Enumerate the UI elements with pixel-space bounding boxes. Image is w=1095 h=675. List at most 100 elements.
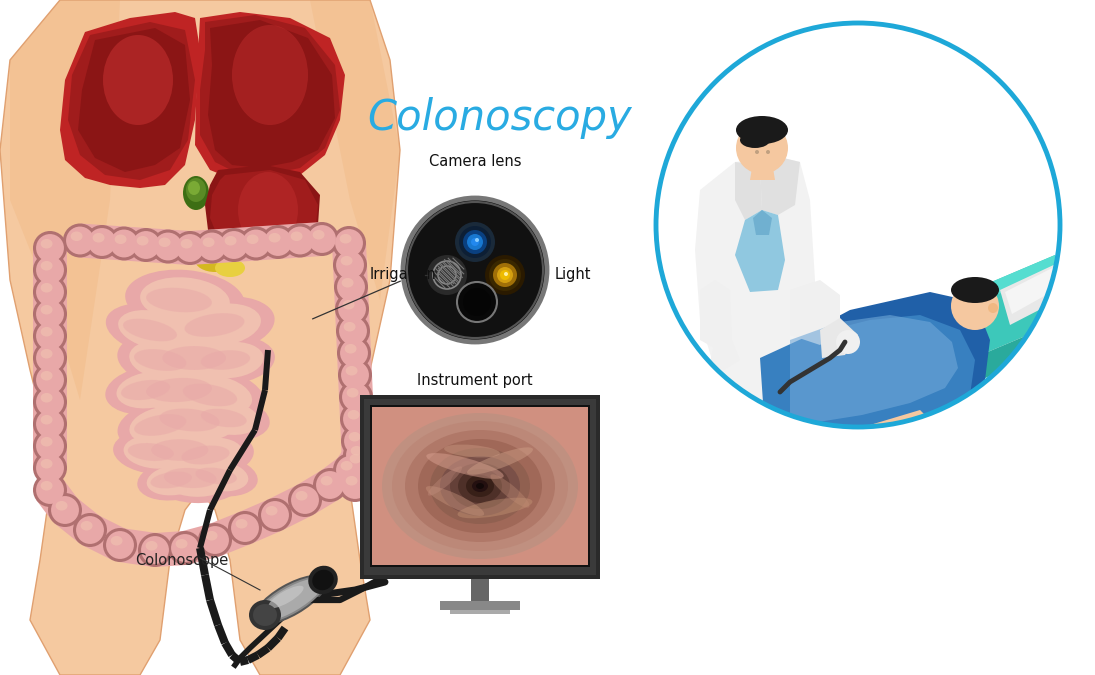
Ellipse shape — [206, 531, 218, 541]
Ellipse shape — [129, 406, 200, 445]
Ellipse shape — [950, 277, 999, 303]
Circle shape — [242, 230, 270, 257]
Polygon shape — [753, 210, 772, 235]
Ellipse shape — [71, 232, 82, 241]
Circle shape — [335, 292, 369, 326]
Polygon shape — [789, 315, 958, 422]
Circle shape — [36, 322, 64, 350]
Circle shape — [239, 227, 273, 261]
Circle shape — [33, 429, 67, 463]
Polygon shape — [678, 255, 1060, 428]
Polygon shape — [262, 350, 270, 390]
Circle shape — [173, 231, 207, 265]
Circle shape — [497, 267, 512, 283]
Text: Instrument port: Instrument port — [417, 373, 533, 387]
Ellipse shape — [182, 456, 257, 497]
Ellipse shape — [186, 396, 269, 441]
Polygon shape — [60, 12, 200, 188]
Ellipse shape — [183, 383, 238, 406]
Polygon shape — [252, 389, 268, 431]
Polygon shape — [209, 512, 252, 556]
Text: Camera lens: Camera lens — [429, 155, 521, 169]
Ellipse shape — [177, 437, 243, 472]
Circle shape — [403, 198, 548, 342]
Ellipse shape — [164, 468, 217, 488]
Ellipse shape — [111, 536, 123, 545]
Ellipse shape — [147, 453, 243, 503]
Circle shape — [339, 317, 367, 345]
Ellipse shape — [162, 346, 226, 370]
Ellipse shape — [175, 539, 187, 549]
Circle shape — [343, 438, 377, 472]
Polygon shape — [206, 599, 222, 626]
Polygon shape — [277, 223, 301, 259]
Polygon shape — [256, 645, 270, 658]
Circle shape — [33, 341, 67, 375]
Circle shape — [341, 339, 368, 367]
Ellipse shape — [349, 454, 361, 464]
Polygon shape — [1005, 265, 1064, 314]
Ellipse shape — [192, 460, 249, 491]
Polygon shape — [33, 358, 67, 380]
Polygon shape — [200, 15, 341, 175]
Circle shape — [36, 410, 64, 438]
Ellipse shape — [151, 439, 208, 461]
Circle shape — [138, 533, 172, 567]
Ellipse shape — [137, 460, 212, 500]
Ellipse shape — [246, 234, 258, 244]
Ellipse shape — [132, 423, 237, 477]
Ellipse shape — [125, 269, 245, 330]
Ellipse shape — [150, 472, 192, 489]
Circle shape — [36, 366, 64, 394]
Circle shape — [344, 427, 372, 455]
Ellipse shape — [428, 466, 462, 495]
Circle shape — [306, 222, 339, 256]
Circle shape — [456, 222, 495, 262]
Bar — [440, 601, 520, 610]
Ellipse shape — [344, 322, 356, 331]
Polygon shape — [221, 641, 235, 657]
Polygon shape — [33, 380, 67, 402]
Ellipse shape — [345, 344, 357, 354]
Circle shape — [736, 122, 788, 174]
Ellipse shape — [41, 239, 53, 248]
Polygon shape — [197, 509, 212, 549]
Circle shape — [33, 407, 67, 441]
Ellipse shape — [160, 408, 220, 431]
Ellipse shape — [341, 256, 353, 265]
Ellipse shape — [182, 446, 230, 464]
Ellipse shape — [196, 342, 264, 378]
Ellipse shape — [185, 335, 275, 384]
Ellipse shape — [458, 497, 532, 518]
Circle shape — [33, 319, 67, 353]
Ellipse shape — [146, 378, 212, 402]
Circle shape — [132, 231, 160, 259]
Ellipse shape — [313, 230, 324, 240]
Polygon shape — [1000, 262, 1068, 325]
Polygon shape — [0, 0, 400, 675]
Circle shape — [103, 528, 137, 562]
Circle shape — [36, 432, 64, 460]
Ellipse shape — [256, 578, 323, 622]
Ellipse shape — [159, 459, 231, 497]
Ellipse shape — [146, 541, 158, 551]
Polygon shape — [215, 624, 229, 645]
Circle shape — [336, 456, 364, 484]
Ellipse shape — [458, 469, 502, 503]
Polygon shape — [205, 165, 320, 260]
Polygon shape — [117, 528, 158, 567]
Circle shape — [288, 483, 322, 517]
Ellipse shape — [235, 519, 247, 529]
Circle shape — [129, 228, 163, 262]
Ellipse shape — [255, 576, 325, 624]
Ellipse shape — [472, 480, 488, 492]
Ellipse shape — [140, 392, 250, 448]
Circle shape — [33, 385, 67, 419]
Ellipse shape — [343, 300, 355, 310]
Ellipse shape — [309, 566, 337, 594]
Circle shape — [500, 270, 510, 280]
Circle shape — [36, 256, 64, 284]
Ellipse shape — [154, 399, 237, 441]
Polygon shape — [336, 330, 371, 354]
Circle shape — [333, 453, 367, 487]
